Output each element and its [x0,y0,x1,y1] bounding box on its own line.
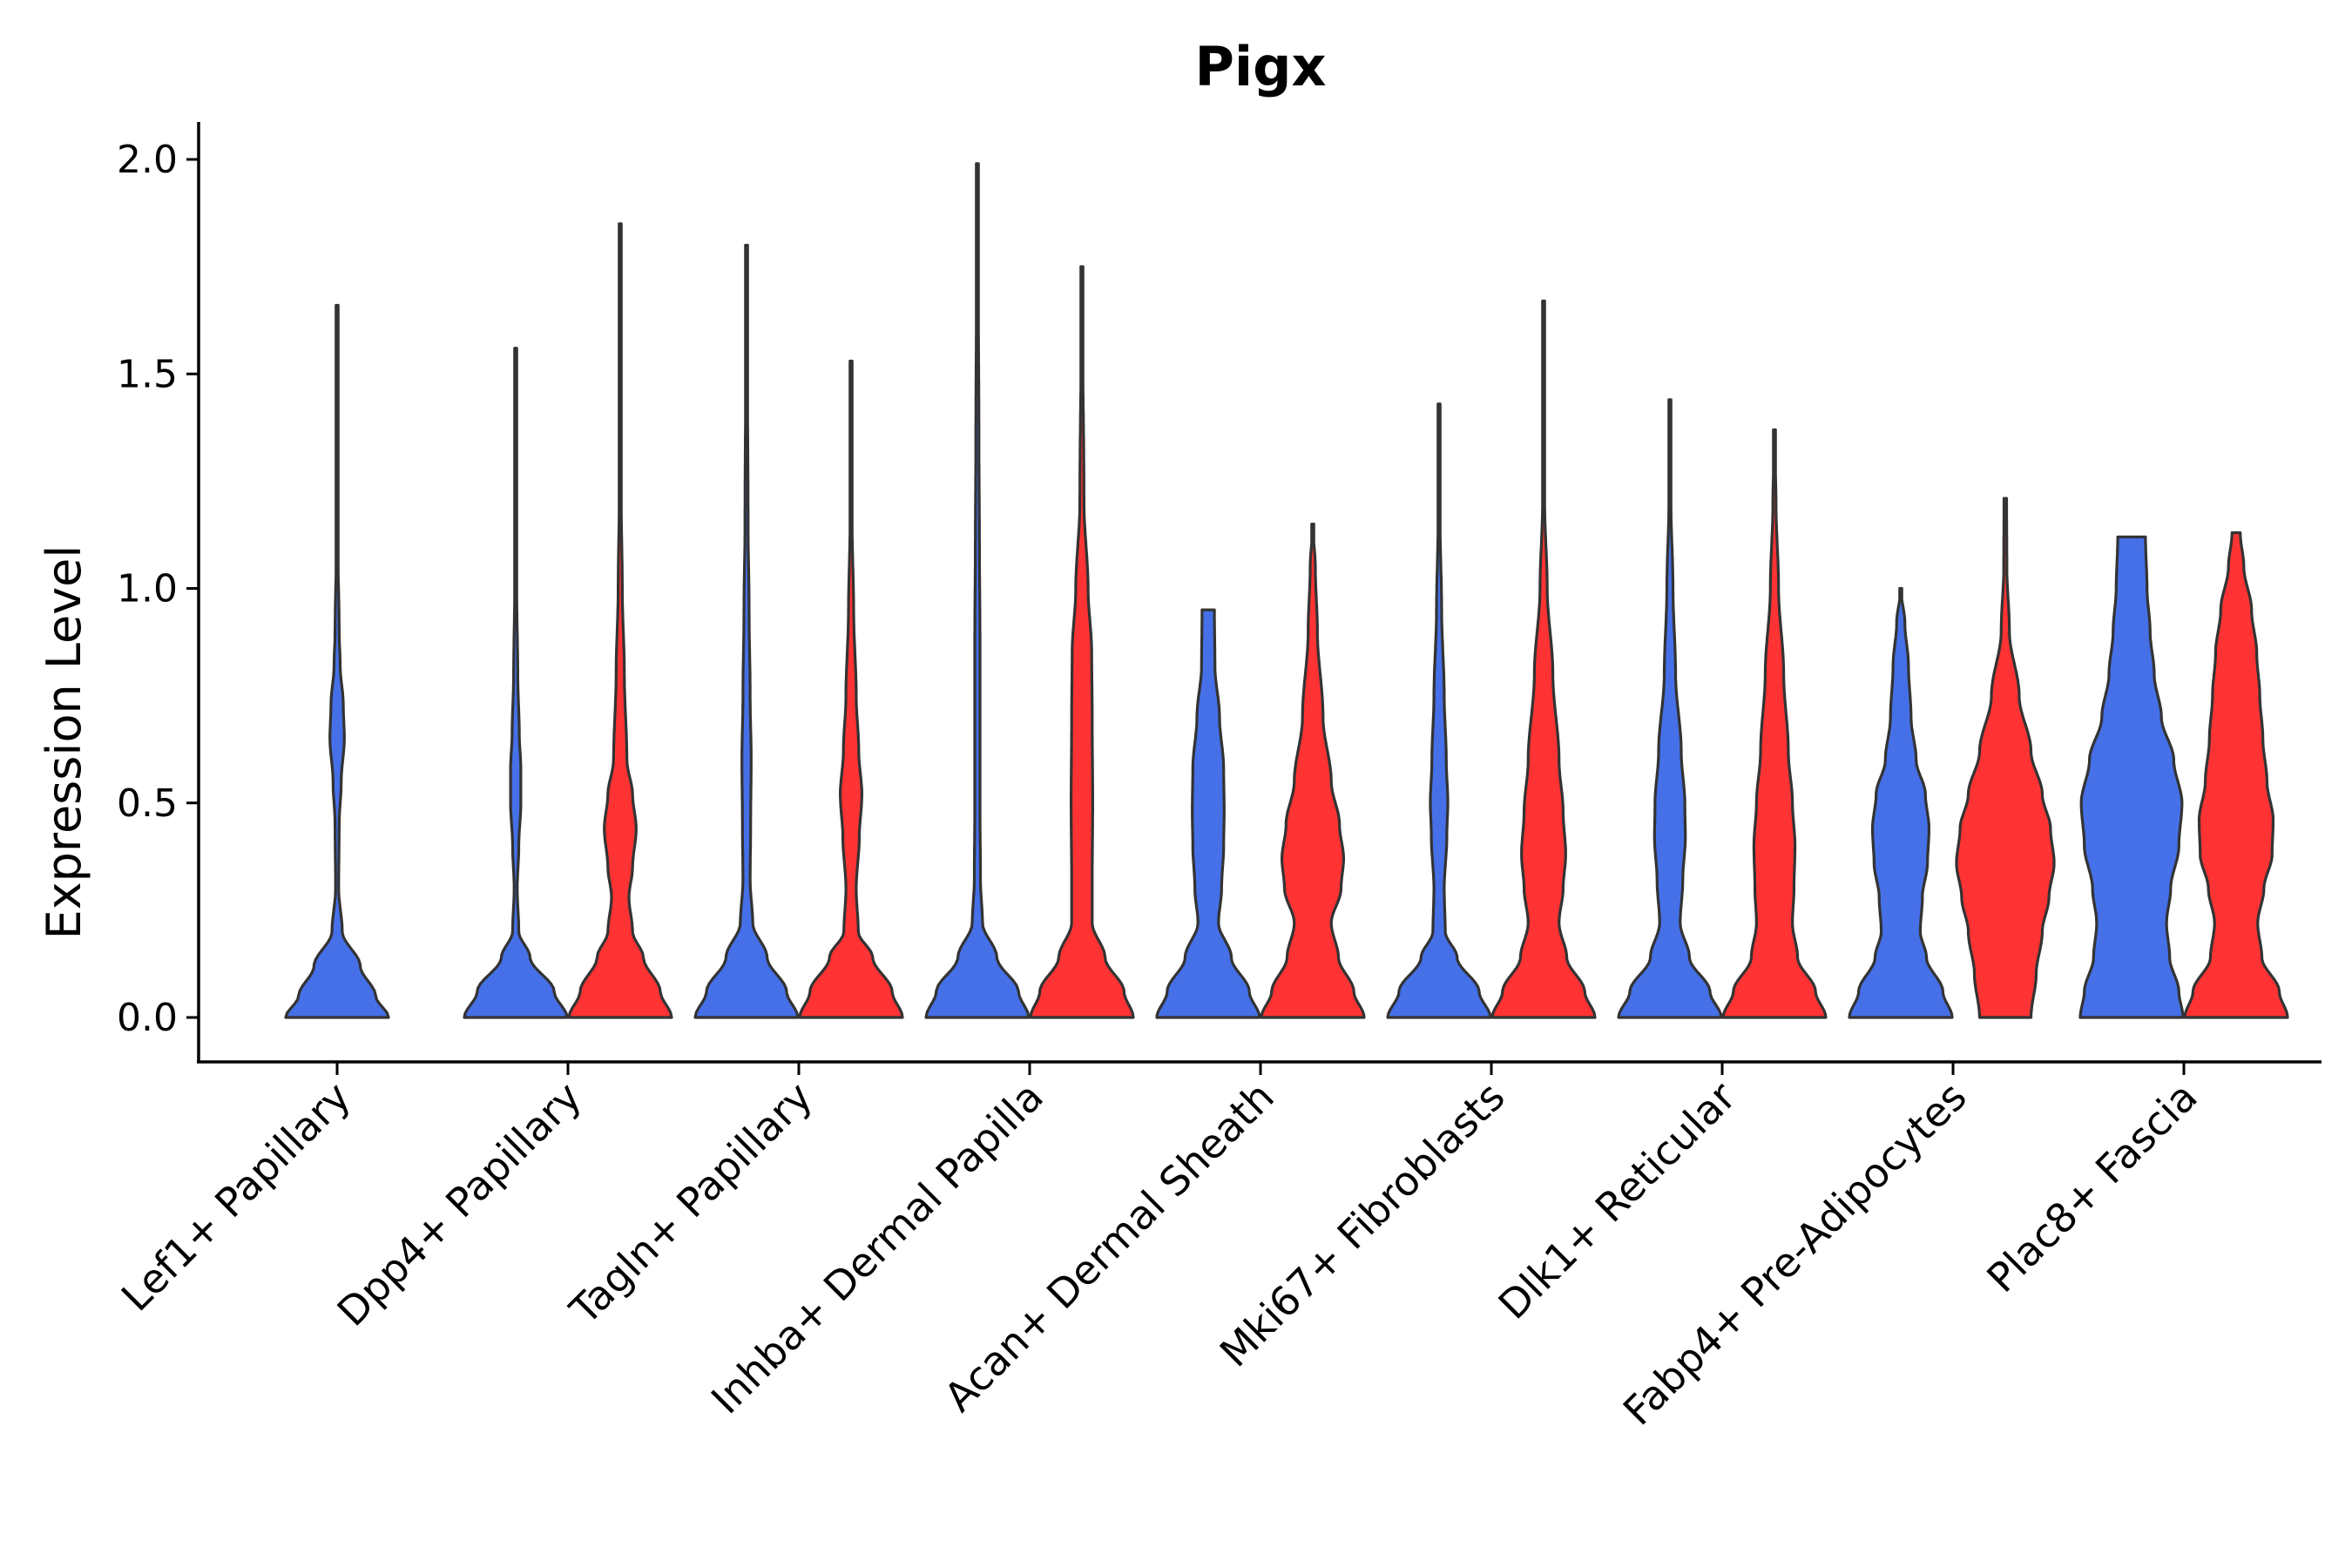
violin-red-9 [2183,531,2289,1019]
y-tick-label: 0.0 [117,996,178,1040]
violin-blue-7 [1617,398,1723,1019]
chart-title: Pigx [1194,35,1326,98]
violin-red-6 [1490,299,1597,1019]
violin-group [284,162,2289,1019]
violin-blue-1 [284,303,390,1019]
violin-red-7 [1721,428,1828,1019]
violin-blue-3 [693,243,800,1019]
violin-red-8 [1955,497,2056,1019]
y-tick-label: 1.0 [117,567,178,612]
violin-red-4 [1029,265,1135,1019]
y-tick-label: 1.5 [117,352,178,396]
violin-red-3 [798,359,904,1019]
violin-blue-6 [1386,402,1492,1019]
x-tick-label: Lef1+ Papillary [112,1073,360,1321]
x-tick-label: Tagln+ Papillary [560,1073,821,1335]
x-tick-label: Plac8+ Fascia [1977,1073,2206,1301]
y-axis-label: Expression Level [37,545,91,940]
violin-blue-9 [2078,535,2185,1019]
y-ticks: 0.0 0.5 1.0 1.5 2.0 [117,138,199,1040]
y-tick-label: 2.0 [117,138,178,182]
violin-blue-5 [1155,608,1261,1019]
violin-blue-8 [1848,586,1954,1019]
violin-red-2 [567,222,673,1019]
x-tick-label: Dlk1+ Reticular [1490,1073,1745,1328]
violin-blue-4 [924,162,1031,1019]
violin-red-5 [1260,523,1366,1019]
violin-blue-2 [463,347,569,1019]
x-tick-label: Dpp4+ Papillary [328,1073,591,1335]
y-tick-label: 0.5 [117,781,178,826]
